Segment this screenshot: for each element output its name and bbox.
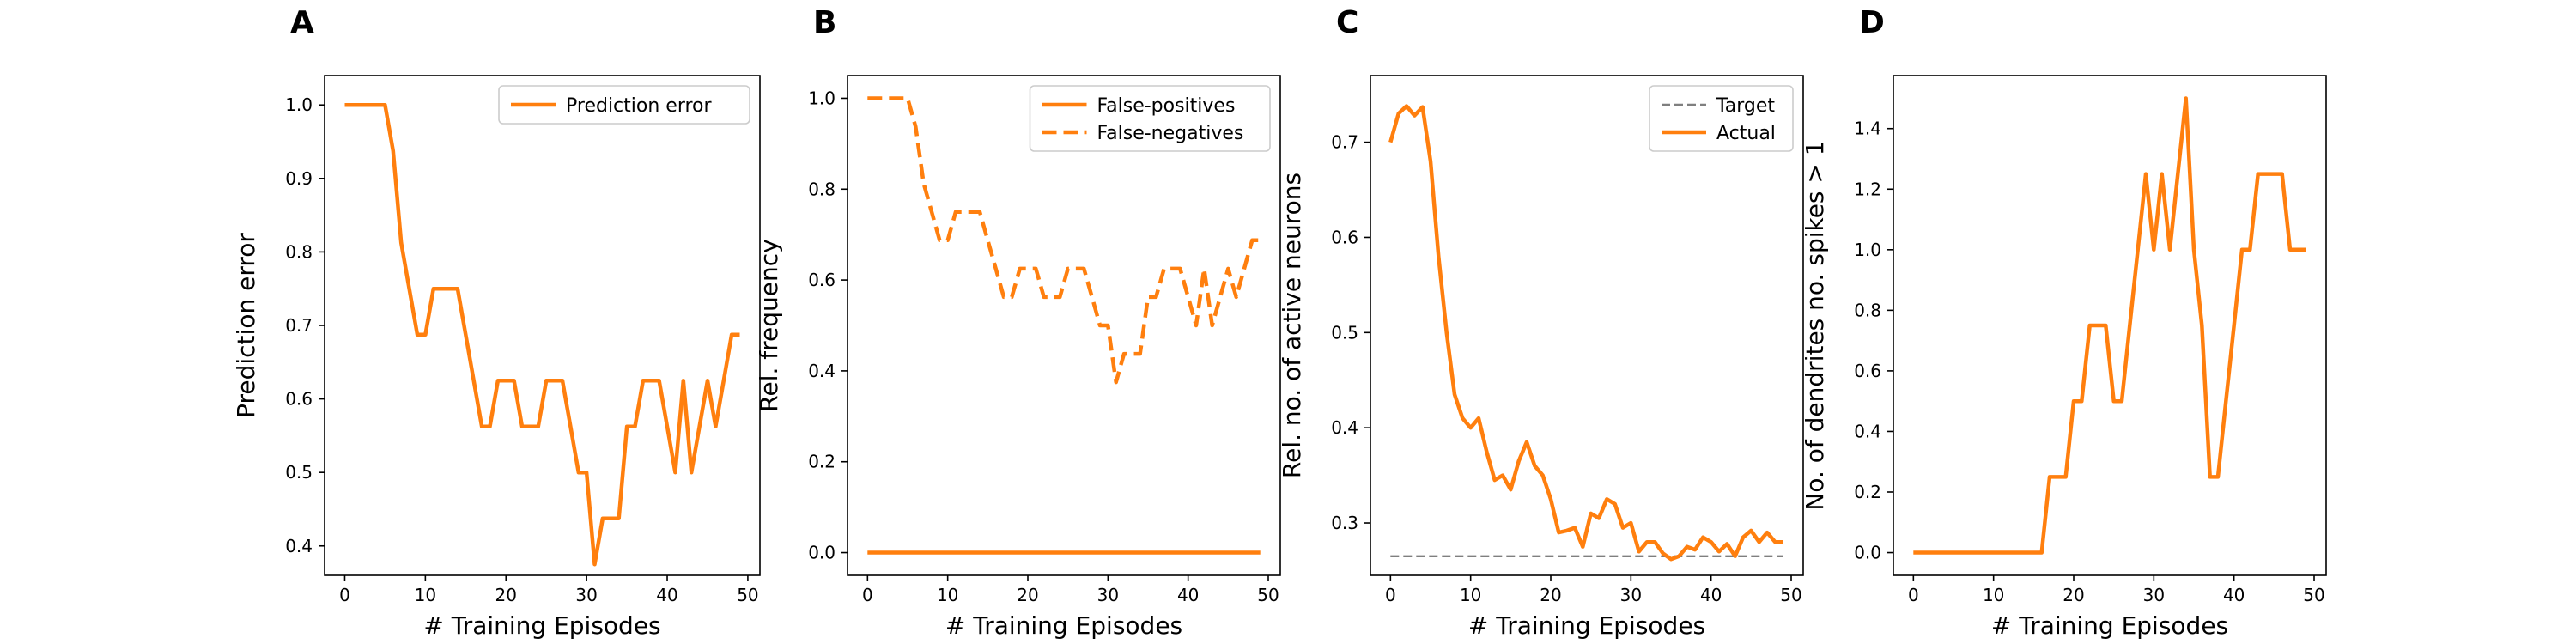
legend-box [498,85,750,125]
y-tick-label: 0.5 [285,462,313,483]
legend: Target Actual [1649,85,1794,152]
legend: Prediction error [498,85,750,125]
y-tick-label: 0.8 [1854,300,1881,320]
y-tick-label: 0.0 [808,543,835,563]
x-tick-label: 20 [1540,585,1561,605]
y-axis-title: Rel. no. of active neurons [1278,173,1306,478]
y-tick-label: 0.6 [808,270,835,290]
axes-frame [847,75,1281,576]
legend-label: False-positives [1097,95,1236,117]
legend-label: Prediction error [566,95,712,117]
x-tick-label: 50 [737,585,758,605]
x-tick-label: 30 [1097,585,1119,605]
x-tick-label: 50 [1257,585,1279,605]
y-tick-label: 1.0 [285,94,313,115]
x-tick-label: 10 [937,585,958,605]
y-tick-label: 0.5 [1331,322,1358,343]
x-tick-label: 0 [1908,585,1919,605]
series-line-actual [1388,104,1783,562]
x-tick-label: 10 [1983,585,2004,605]
x-tick-label: 50 [2303,585,2324,605]
legend-label: False-negatives [1097,123,1244,144]
y-axis-title: Rel. frequency [755,239,783,411]
x-tick-label: 30 [575,585,597,605]
x-tick-label: 20 [1017,585,1038,605]
y-tick-label: 1.2 [1854,179,1881,199]
x-tick-label: 0 [1385,585,1396,605]
panel-b: B 0 10 20 30 40 50 0.0 0.2 0.4 0.6 0.8 1.0 # Training… [755,5,1281,640]
axes-frame [1370,75,1804,576]
y-axis-title: No. of dendrites no. spikes > 1 [1801,140,1829,510]
y-tick-label: 0.7 [285,315,313,336]
y-tick-label: 0.7 [1331,132,1358,153]
y-tick-label: 0.6 [285,389,313,410]
y-axis-title: Prediction error [232,233,260,418]
x-tick-label: 30 [1620,585,1642,605]
x-tick-label: 40 [1700,585,1722,605]
x-tick-label: 0 [339,585,350,605]
y-tick-label: 1.0 [1854,240,1881,260]
legend-label: Actual [1716,123,1776,144]
series-line-main [1913,96,2306,555]
x-tick-label: 20 [2063,585,2084,605]
y-tick-label: 1.4 [1854,118,1881,139]
y-tick-label: 0.0 [1854,543,1881,563]
y-tick-label: 0.6 [1331,227,1358,247]
y-tick-label: 0.8 [808,179,835,199]
x-tick-label: 0 [862,585,873,605]
panel-letter: B [813,5,836,40]
y-tick-label: 0.2 [808,452,835,472]
x-axis-title: # Training Episodes [1991,611,2228,640]
axes-frame [324,75,761,576]
legend: False-positives False-negatives [1029,85,1271,152]
x-tick-label: 30 [2143,585,2165,605]
legend-box [1649,85,1794,152]
x-tick-label: 40 [2223,585,2245,605]
x-tick-label: 10 [415,585,436,605]
panel-letter: C [1336,5,1358,40]
panel-letter: A [290,5,314,40]
x-axis-title: # Training Episodes [945,611,1182,640]
x-axis-title: # Training Episodes [1468,611,1705,640]
y-tick-label: 0.3 [1331,513,1358,533]
legend-box [1029,85,1271,152]
panel-c: C 0 10 20 30 40 50 0.3 0.4 0.5 0.6 0.7 # Training Ep… [1278,5,1804,640]
y-tick-label: 0.4 [1331,417,1358,438]
x-axis-title: # Training Episodes [423,611,660,640]
panels: A 0 10 20 30 40 50 0.4 0.5 0.6 0.7 0.8 0.9 1.0 # Train… [232,5,2327,640]
panel-letter: D [1859,5,1885,40]
x-tick-label: 40 [656,585,677,605]
y-tick-label: 0.9 [285,168,313,189]
y-tick-label: 0.2 [1854,482,1881,502]
y-tick-label: 0.8 [285,241,313,262]
x-tick-label: 20 [495,585,517,605]
series-line-false-negatives [867,96,1261,385]
panel-d: D 0 10 20 30 40 50 0.0 0.2 0.4 0.6 0.8 1.0 1.2 1.4 # Tr… [1801,5,2327,640]
panel-a: A 0 10 20 30 40 50 0.4 0.5 0.6 0.7 0.8 0.9 1.0 # Train… [232,5,761,640]
y-tick-label: 0.4 [808,361,835,381]
x-tick-label: 10 [1460,585,1481,605]
y-tick-label: 0.4 [1854,421,1881,441]
x-tick-label: 50 [1780,585,1801,605]
x-tick-label: 40 [1177,585,1199,605]
y-tick-label: 0.6 [1854,361,1881,381]
legend-label: Target [1716,95,1775,117]
y-tick-label: 1.0 [808,88,835,108]
series-line-prediction-error [344,102,740,567]
y-tick-label: 0.4 [285,536,313,556]
axes-frame [1893,75,2327,576]
